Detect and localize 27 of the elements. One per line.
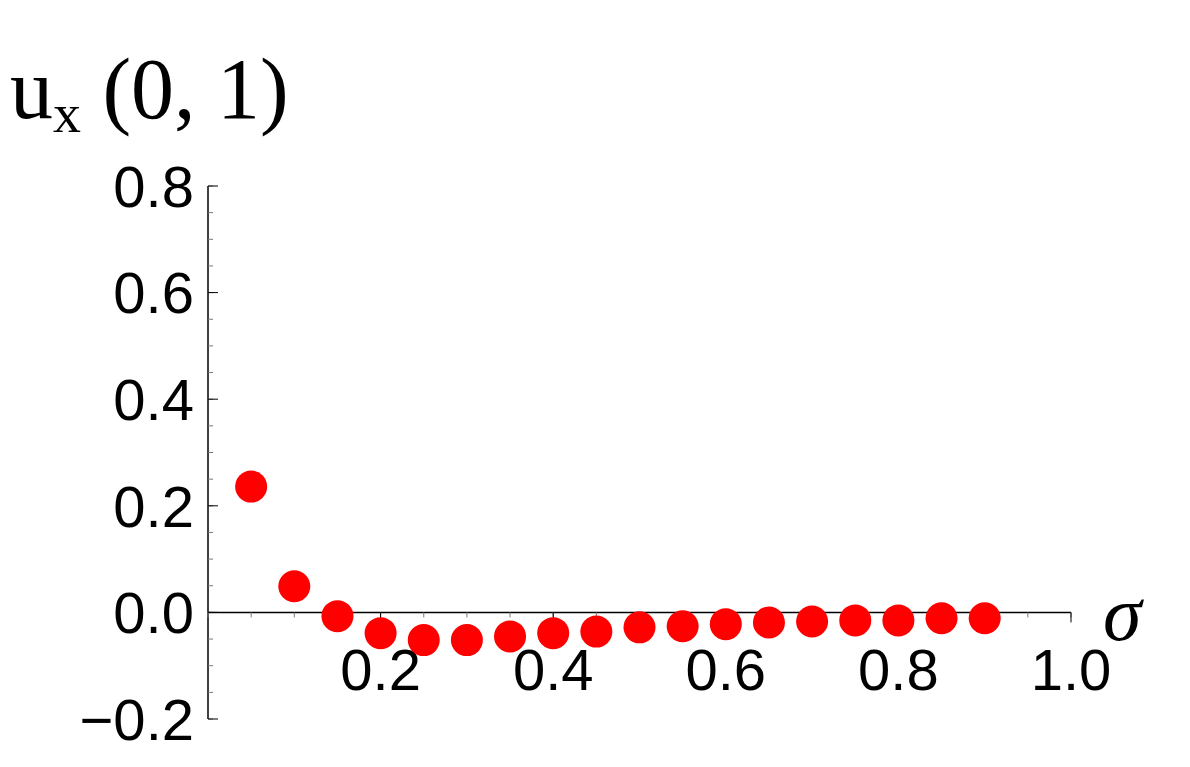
point [882,604,915,637]
y-tick-label: 0.6 [113,260,194,326]
point [450,624,483,657]
x-tick-label: 0.6 [685,637,767,703]
y-tick-label: 0.4 [113,367,194,433]
point [709,608,742,641]
point [839,604,872,637]
point [623,611,656,644]
y-tick-label: −0.2 [79,686,194,752]
point [968,602,1001,635]
point [278,570,311,603]
point [321,600,354,633]
y-axis-title: u$_{x}$(0, 1) [10,41,289,144]
point [235,470,268,503]
point [537,617,570,650]
x-tick-label: 0.8 [858,637,939,703]
point [580,615,613,648]
x-tick-label: 0.4 [512,637,594,703]
point [364,617,397,650]
point [666,610,699,643]
x-tick-label: 0.2 [340,637,421,703]
y-tick-label: 0.0 [113,580,194,646]
point [796,605,829,638]
y-tick-label: 0.8 [113,153,194,219]
point [752,606,785,639]
point [925,602,958,635]
y-tick-label: 0.2 [113,473,194,539]
